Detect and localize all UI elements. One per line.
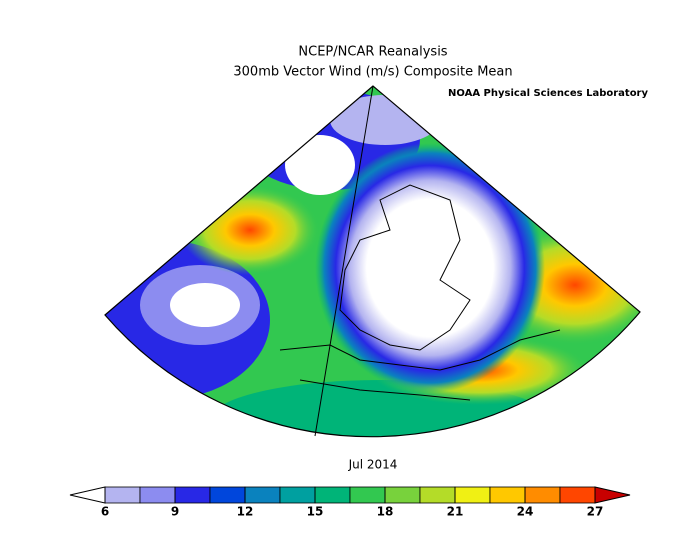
- colorbar: 6 9 12 15 18 21 24 27: [69, 486, 631, 519]
- tick-label: 6: [101, 505, 109, 519]
- title: NCEP/NCAR Reanalysis: [298, 45, 447, 60]
- color-bin: [279, 486, 316, 504]
- meridian: [314, 85, 374, 437]
- color-bin: [314, 486, 351, 504]
- tick-label: 27: [587, 505, 604, 519]
- color-bin: [489, 486, 526, 504]
- tick-label: 12: [237, 505, 254, 519]
- tick-label: 9: [171, 505, 179, 519]
- color-bin: [139, 486, 176, 504]
- color-bin: [349, 486, 386, 504]
- over-triangle: [594, 486, 631, 504]
- color-bin: [559, 486, 596, 504]
- color-bin: [174, 486, 211, 504]
- period: Jul 2014: [348, 458, 398, 472]
- credit: NOAA Physical Sciences Laboratory: [448, 88, 649, 99]
- subtitle: 300mb Vector Wind (m/s) Composite Mean: [233, 65, 512, 80]
- color-bin: [454, 486, 491, 504]
- map-frame: [104, 85, 641, 438]
- tick-label: 21: [447, 505, 464, 519]
- color-bin: [524, 486, 561, 504]
- color-bin: [104, 486, 141, 504]
- tick-label: 15: [307, 505, 324, 519]
- tick-label: 24: [517, 505, 534, 519]
- color-bin: [419, 486, 456, 504]
- under-triangle: [69, 486, 106, 504]
- color-bin: [244, 486, 281, 504]
- color-bin: [209, 486, 246, 504]
- wind-field: [105, 86, 640, 437]
- tick-label: 18: [377, 505, 394, 519]
- color-bin: [384, 486, 421, 504]
